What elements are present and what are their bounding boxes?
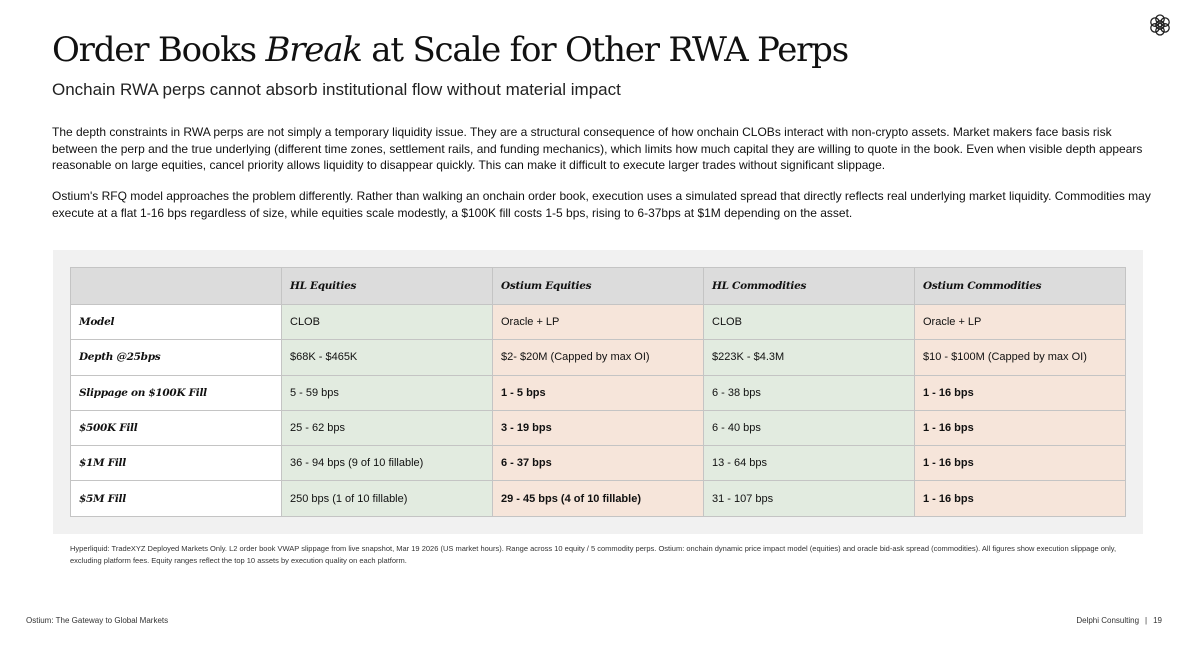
- column-header-ostium-commodities: Ostium Commodities: [914, 267, 1126, 305]
- table-footnote: Hyperliquid: TradeXYZ Deployed Markets O…: [70, 544, 1117, 565]
- footer-company: Delphi Consulting: [1076, 616, 1140, 625]
- table-cell: $10 - $100M (Capped by max OI): [914, 339, 1126, 376]
- footer-brand: Ostium: The Gateway to Global Markets: [26, 616, 169, 625]
- row-label: $500K Fill: [70, 409, 282, 447]
- table-cell: Oracle + LP: [492, 303, 704, 341]
- row-label: Model: [70, 303, 282, 341]
- table-cell: 6 - 40 bps: [703, 409, 915, 447]
- table-cell: 250 bps (1 of 10 fillable): [281, 480, 493, 517]
- table-cell: 1 - 16 bps: [914, 374, 1126, 411]
- table-cell: 6 - 37 bps: [492, 445, 704, 482]
- table-cell: 25 - 62 bps: [281, 409, 493, 447]
- table-cell: 5 - 59 bps: [281, 374, 493, 411]
- table-cell: 3 - 19 bps: [492, 409, 704, 447]
- body-paragraph-2: Ostium's RFQ model approaches the proble…: [52, 189, 1151, 220]
- row-label: $1M Fill: [70, 445, 282, 482]
- table-row: $500K Fill 25 - 62 bps 3 - 19 bps 6 - 40…: [70, 409, 1126, 447]
- column-header-ostium-equities: Ostium Equities: [492, 267, 704, 305]
- table-cell: CLOB: [703, 303, 915, 341]
- table-cell: 1 - 16 bps: [914, 409, 1126, 447]
- title-part-1: Order Books: [52, 30, 266, 70]
- footer-right: Delphi Consulting | 19: [1076, 616, 1162, 625]
- row-label: $5M Fill: [70, 480, 282, 517]
- table-cell: $223K - $4.3M: [703, 339, 915, 376]
- footer-separator: |: [1145, 616, 1148, 625]
- ostium-flower-icon: [1150, 14, 1170, 36]
- page-title: Order Books Break at Scale for Other RWA…: [52, 30, 849, 70]
- table-cell: 13 - 64 bps: [703, 445, 915, 482]
- table-cell: 1 - 5 bps: [492, 374, 704, 411]
- table-cell: CLOB: [281, 303, 493, 341]
- page-number: 19: [1153, 616, 1162, 625]
- table-row: $1M Fill 36 - 94 bps (9 of 10 fillable) …: [70, 445, 1126, 482]
- table-row: Depth @25bps $68K - $465K $2- $20M (Capp…: [70, 339, 1126, 376]
- column-header-hl-commodities: HL Commodities: [703, 267, 915, 305]
- table-cell: $68K - $465K: [281, 339, 493, 376]
- table-cell: 1 - 16 bps: [914, 445, 1126, 482]
- title-emphasis: Break: [265, 30, 362, 70]
- row-label: Slippage on $100K Fill: [70, 374, 282, 411]
- table-cell: 31 - 107 bps: [703, 480, 915, 517]
- column-header-hl-equities: HL Equities: [281, 267, 493, 305]
- body-paragraph-1: The depth constraints in RWA perps are n…: [52, 125, 1143, 172]
- table-cell: $2- $20M (Capped by max OI): [492, 339, 704, 376]
- table-cell: 36 - 94 bps (9 of 10 fillable): [281, 445, 493, 482]
- row-label: Depth @25bps: [70, 339, 282, 376]
- table-cell: 29 - 45 bps (4 of 10 fillable): [492, 480, 704, 517]
- table-header-row: HL Equities Ostium Equities HL Commoditi…: [70, 267, 1126, 305]
- table-cell: 1 - 16 bps: [914, 480, 1126, 517]
- title-part-2: at Scale for Other RWA Perps: [361, 30, 849, 70]
- column-header-blank: [70, 267, 282, 305]
- table-row: $5M Fill 250 bps (1 of 10 fillable) 29 -…: [70, 480, 1126, 517]
- table-cell: 6 - 38 bps: [703, 374, 915, 411]
- table-cell: Oracle + LP: [914, 303, 1126, 341]
- comparison-table: HL Equities Ostium Equities HL Commoditi…: [70, 267, 1126, 517]
- page-subtitle: Onchain RWA perps cannot absorb institut…: [52, 80, 621, 99]
- table-row: Model CLOB Oracle + LP CLOB Oracle + LP: [70, 303, 1126, 341]
- table-row: Slippage on $100K Fill 5 - 59 bps 1 - 5 …: [70, 374, 1126, 411]
